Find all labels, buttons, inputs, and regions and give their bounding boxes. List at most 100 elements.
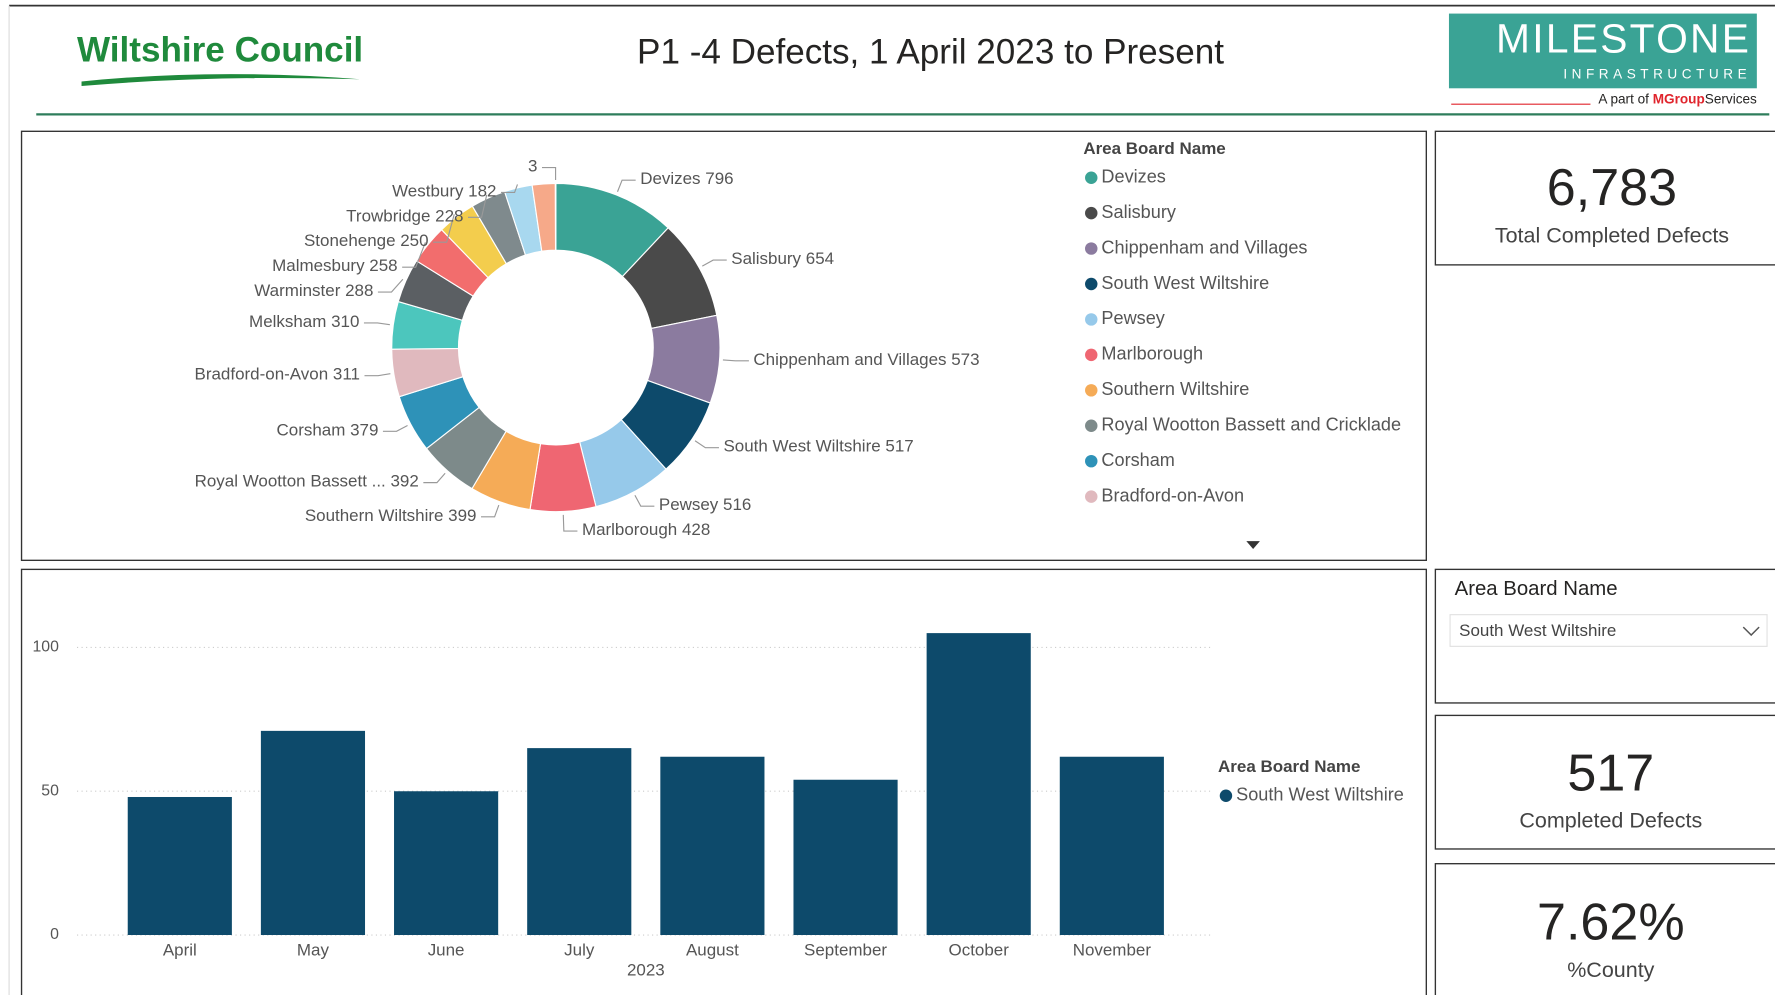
legend-title: Area Board Name [1083, 139, 1225, 158]
legend-item: Corsham [1101, 450, 1174, 470]
leader-line [433, 214, 455, 243]
leader-line [694, 440, 719, 449]
x-tick-label: November [1073, 940, 1152, 959]
bar [1059, 756, 1164, 936]
data-label-value: 392 [391, 472, 419, 491]
legend-item: Pewsey [1101, 308, 1165, 328]
leader-line [634, 494, 655, 507]
data-label-name: Westbury [392, 182, 464, 201]
legend-swatch [1219, 789, 1233, 802]
data-label-name: Malmesbury [272, 257, 365, 276]
bar [793, 779, 898, 936]
dropdown-chevron[interactable] [1742, 626, 1760, 637]
data-label-value: 399 [448, 506, 476, 525]
data-label: 3 [528, 157, 537, 176]
legend-swatch [1085, 454, 1098, 468]
data-label-name: Corsham [277, 421, 346, 440]
data-label-name: Bradford-on-Avon [195, 365, 329, 384]
leader-line [541, 166, 557, 180]
card-total [1434, 130, 1775, 266]
legend-swatch [1085, 242, 1098, 255]
data-label: Melksham 310 [249, 312, 359, 331]
slicer-dropdown[interactable] [1449, 614, 1768, 647]
data-label: Westbury 182 [392, 182, 496, 201]
mgroup-text: MGroup [1653, 91, 1705, 106]
data-label: Bradford-on-Avon 311 [195, 365, 360, 384]
legend-item: South West Wiltshire [1236, 785, 1404, 805]
x-axis-title: 2023 [627, 961, 665, 980]
data-label-value: 573 [951, 350, 979, 369]
y-tick-label: 100 [32, 639, 59, 656]
data-label-value: 796 [705, 170, 733, 189]
leader-line [377, 278, 404, 293]
data-label-name: Stonehenge [304, 232, 396, 251]
leader-line [467, 194, 488, 218]
data-label-name: Chippenham and Villages [753, 350, 946, 369]
data-label-name: Warminster [254, 282, 340, 301]
card-value: 6,783 [1547, 159, 1677, 217]
data-label-name: Devizes [640, 170, 700, 189]
card-value: 517 [1567, 744, 1654, 802]
data-label: Warminster 288 [254, 282, 373, 301]
leader-line [402, 242, 426, 268]
data-label-value: 654 [806, 250, 834, 269]
legend-item: Marlborough [1101, 344, 1203, 364]
data-label-value: 258 [369, 257, 397, 276]
legend-swatch [1085, 277, 1098, 291]
y-tick-label: 0 [50, 926, 59, 943]
part-of-text: A part of [1598, 91, 1649, 106]
data-label: Pewsey 516 [659, 496, 751, 515]
bar [926, 633, 1031, 936]
data-label-name: Royal Wootton Bassett ... [195, 472, 386, 491]
bar [660, 756, 765, 936]
legend-item: Salisbury [1101, 202, 1176, 222]
data-label-value: 516 [723, 496, 751, 515]
leader-line [722, 359, 749, 362]
leader-line [423, 472, 446, 484]
leader-line [616, 179, 636, 192]
leader-line [481, 504, 500, 518]
slicer-title: Area Board Name [1455, 578, 1618, 600]
slicer-selected[interactable]: South West Wiltshire [1459, 621, 1616, 640]
milestone-logo-box [1448, 13, 1757, 89]
legend-swatch [1085, 419, 1098, 432]
bar [394, 791, 499, 936]
card-label: Total Completed Defects [1495, 223, 1729, 247]
data-label-value: 228 [435, 207, 463, 226]
data-label-name: South West Wiltshire [723, 437, 880, 456]
bar [260, 730, 366, 936]
data-label-name: Southern Wiltshire [305, 506, 444, 525]
legend-swatch [1085, 171, 1098, 184]
data-label-value: 517 [885, 437, 913, 456]
legend-swatch [1085, 384, 1098, 397]
x-tick-label: October [949, 940, 1010, 959]
data-label: Chippenham and Villages 573 [753, 350, 979, 369]
infrastructure-text: INFRASTRUCTURE [1563, 66, 1751, 81]
leader-line [501, 184, 518, 194]
data-label-name: Trowbridge [346, 207, 430, 226]
part-of: A part of MGroupServices [1598, 91, 1757, 106]
data-label: Malmesbury 258 [272, 257, 397, 276]
leader-line [562, 514, 578, 532]
card-label: %County [1567, 958, 1654, 982]
x-tick-label: May [297, 940, 330, 959]
data-label-value: 379 [350, 421, 378, 440]
bar [127, 796, 232, 936]
data-label: South West Wiltshire 517 [723, 437, 913, 456]
leader-line [364, 373, 391, 377]
x-tick-label: April [163, 940, 197, 959]
x-tick-label: July [564, 940, 595, 959]
legend-scroll-arrow[interactable] [1246, 541, 1260, 550]
legend-swatch [1085, 206, 1098, 220]
services-text: Services [1705, 91, 1757, 106]
data-label: Southern Wiltshire 399 [305, 506, 477, 525]
leader-line [702, 259, 727, 267]
card-label: Completed Defects [1519, 808, 1702, 832]
data-label: Corsham 379 [277, 421, 379, 440]
bar [527, 748, 632, 936]
data-label-value: 250 [400, 232, 428, 251]
legend-swatch [1085, 348, 1098, 362]
data-label-name: Pewsey [659, 496, 719, 515]
